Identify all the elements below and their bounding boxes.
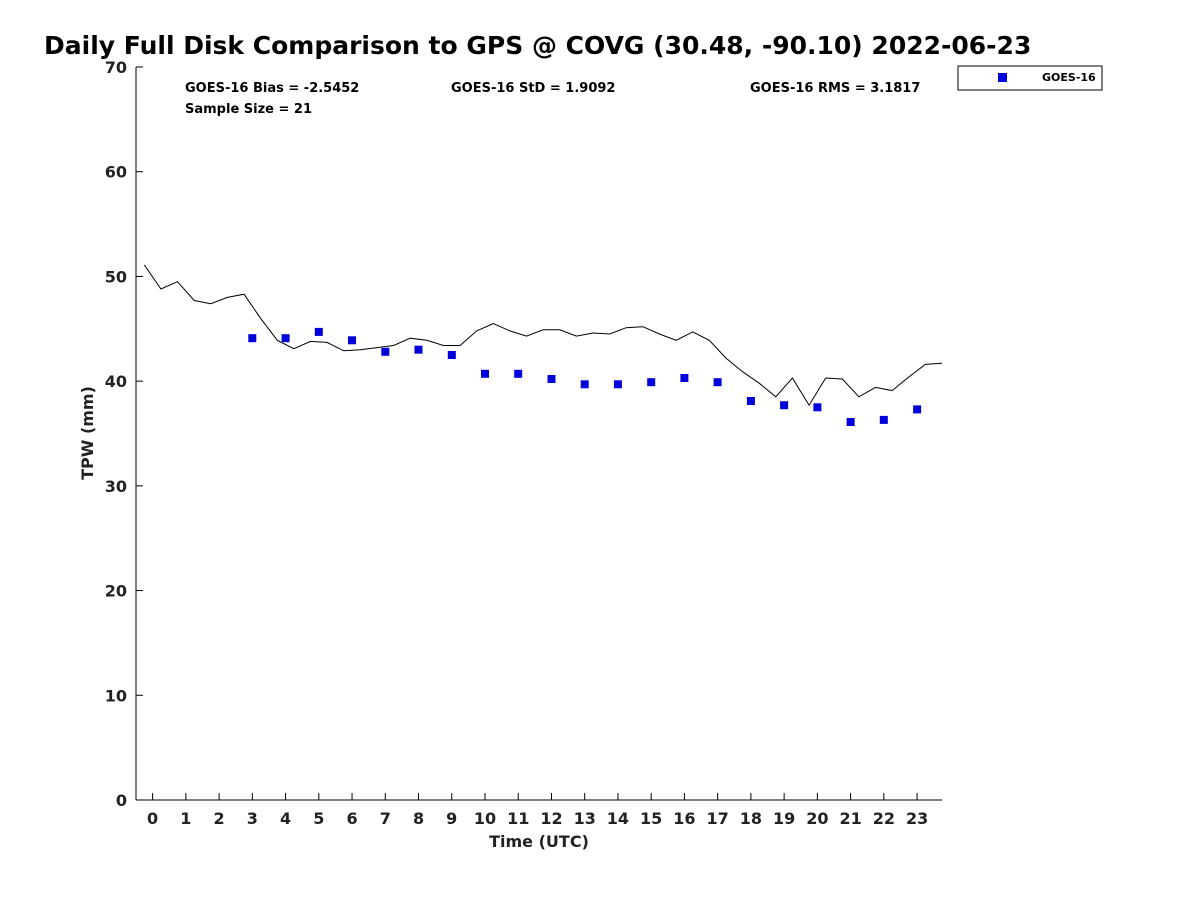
x-tick-label: 9 <box>446 809 457 828</box>
goes16-point <box>813 403 822 412</box>
stat-bias: GOES-16 Bias = -2.5452 <box>185 81 359 96</box>
x-tick-label: 23 <box>906 809 928 828</box>
x-tick-label: 10 <box>474 809 496 828</box>
gps-line <box>143 264 943 407</box>
x-tick-label: 21 <box>839 809 861 828</box>
x-tick-label: 14 <box>607 809 629 828</box>
y-tick-label: 30 <box>105 477 127 496</box>
y-tick-label: 40 <box>105 372 127 391</box>
x-tick-label: 11 <box>507 809 529 828</box>
x-tick-label: 22 <box>873 809 895 828</box>
x-tick-label: 7 <box>380 809 391 828</box>
legend-marker <box>998 73 1007 82</box>
goes16-point <box>514 369 523 378</box>
goes16-point <box>680 374 689 382</box>
gps-line-series <box>143 264 943 407</box>
goes16-point <box>414 345 423 354</box>
stats-annotations: GOES-16 Bias = -2.5452 GOES-16 StD = 1.9… <box>185 81 920 117</box>
x-tick-label: 0 <box>147 809 158 828</box>
goes16-point <box>913 405 922 414</box>
y-tick-label: 0 <box>116 791 127 810</box>
y-axis-label: TPW (mm) <box>78 386 97 480</box>
x-tick-label: 1 <box>180 809 191 828</box>
legend-label-goes16: GOES-16 <box>1042 71 1096 84</box>
stat-sample-size: Sample Size = 21 <box>185 102 312 117</box>
x-tick-label: 20 <box>806 809 828 828</box>
goes16-point <box>547 375 556 383</box>
y-tick-label: 20 <box>105 582 127 601</box>
x-axis-label: Time (UTC) <box>489 832 589 851</box>
x-tick-label: 12 <box>540 809 562 828</box>
goes16-point <box>879 415 888 424</box>
y-tick-label: 50 <box>105 267 127 286</box>
x-tick-label: 18 <box>740 809 762 828</box>
goes16-point <box>248 334 257 343</box>
goes16-point <box>348 336 356 345</box>
goes16-point <box>580 380 589 389</box>
y-axis-ticks: 0 10 20 30 40 50 60 70 <box>105 58 143 810</box>
goes16-point <box>713 378 722 387</box>
x-tick-label: 15 <box>640 809 662 828</box>
x-tick-label: 3 <box>247 809 258 828</box>
x-tick-label: 19 <box>773 809 795 828</box>
y-tick-label: 60 <box>105 163 127 182</box>
goes16-point <box>746 397 755 405</box>
goes16-point <box>846 418 855 426</box>
goes16-point <box>281 334 290 343</box>
goes16-point <box>780 401 789 410</box>
goes16-point <box>381 347 390 356</box>
x-axis-ticks: 0 1 2 3 4 5 6 7 8 9 10 11 12 13 14 15 16 17 18 19 20 21 22 23 <box>147 793 928 828</box>
x-tick-label: 2 <box>214 809 225 828</box>
x-tick-label: 8 <box>413 809 424 828</box>
x-tick-label: 17 <box>707 809 729 828</box>
stat-rms: GOES-16 RMS = 3.1817 <box>750 81 920 96</box>
legend: GOES-16 <box>957 65 1103 91</box>
goes16-point <box>647 378 656 387</box>
y-tick-label: 10 <box>105 686 127 705</box>
y-tick-label: 70 <box>105 58 127 77</box>
stat-std: GOES-16 StD = 1.9092 <box>451 81 615 96</box>
legend-box <box>957 65 1103 91</box>
chart-title: Daily Full Disk Comparison to GPS @ COVG… <box>44 31 1031 60</box>
x-tick-label: 5 <box>313 809 324 828</box>
x-tick-label: 16 <box>673 809 695 828</box>
x-tick-label: 6 <box>346 809 357 828</box>
x-tick-label: 13 <box>574 809 596 828</box>
goes16-point <box>314 327 323 336</box>
x-tick-label: 4 <box>280 809 291 828</box>
goes16-point <box>613 380 622 389</box>
goes16-point <box>447 351 456 359</box>
plot-background <box>136 67 942 800</box>
goes16-point <box>481 369 489 378</box>
goes16-marker-series <box>248 327 922 426</box>
